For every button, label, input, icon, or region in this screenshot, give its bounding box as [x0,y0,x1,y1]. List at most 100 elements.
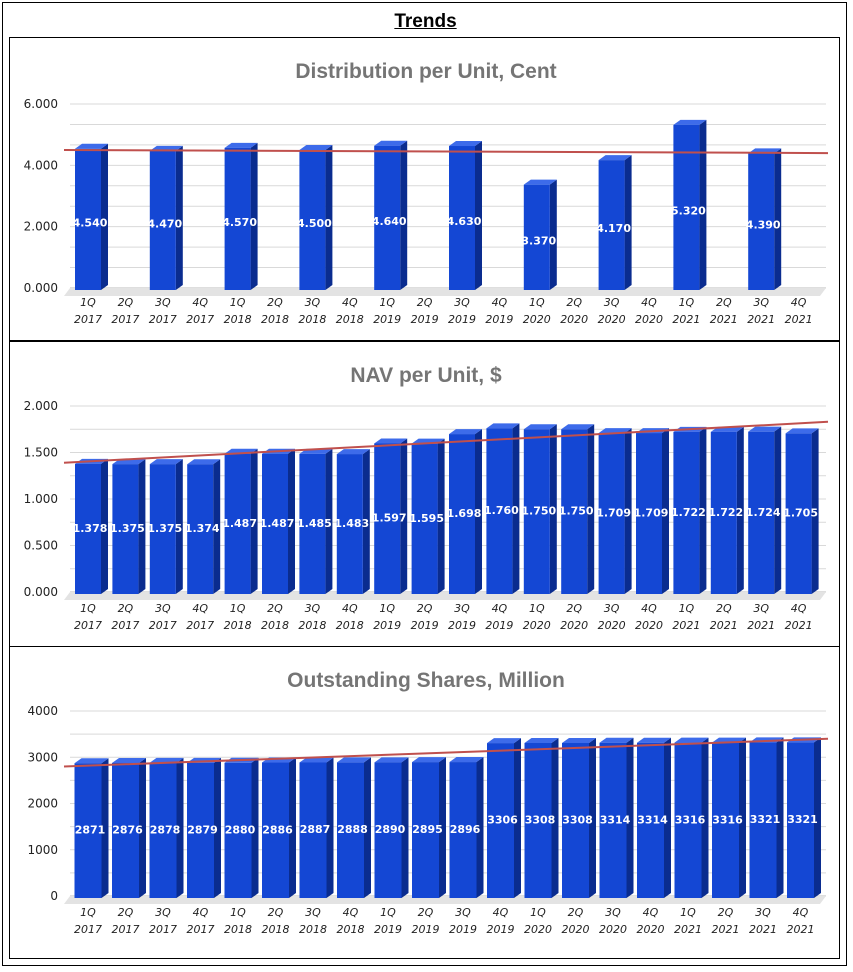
x-tick-year: 2017 [186,619,214,632]
x-tick-quarter: 1Q [679,602,695,615]
bar-top [75,143,108,149]
y-tick-label: 1000 [27,843,58,857]
bar-side [514,738,521,898]
data-label: 3308 [525,814,556,827]
x-tick-year: 2019 [411,619,439,632]
x-tick-year: 2021 [785,619,813,632]
data-label: 2878 [150,823,181,836]
bar [748,426,782,594]
x-tick-quarter: 1Q [80,602,96,615]
x-tick-year: 2019 [485,313,513,326]
bar-side [739,737,746,898]
x-tick-year: 2018 [336,313,364,326]
x-tick-year: 2018 [299,923,327,936]
x-tick-year: 2018 [298,619,326,632]
bar-side [437,438,445,594]
x-tick-quarter: 3Q [305,602,321,615]
x-tick-quarter: 4Q [192,296,208,309]
x-tick-year: 2020 [560,313,588,326]
data-label: 1.722 [708,506,743,519]
trend-line [63,420,829,464]
data-label: 1.487 [260,517,295,530]
bar-front [712,742,739,898]
x-tick-year: 2019 [448,619,476,632]
bar-top [374,757,409,763]
bar-front [299,762,327,898]
page-title: Trends [394,11,457,32]
bar-top [449,141,482,147]
x-tick-quarter: 3Q [605,906,621,919]
x-tick-year: 2021 [787,923,815,936]
bar [486,423,520,594]
bar-top [449,757,484,763]
x-tick-quarter: 1Q [379,296,395,309]
bar-front [749,742,777,898]
x-tick-year: 2021 [747,619,775,632]
x-tick-quarter: 1Q [529,602,545,615]
x-tick-year: 2017 [111,313,139,326]
x-tick-year: 2021 [785,313,813,326]
bar-front [748,431,775,594]
bar-side [476,757,484,898]
y-tick-label: 3000 [27,750,58,764]
x-tick-year: 2020 [598,313,626,326]
bar-front [262,453,288,594]
x-tick-quarter: 2Q [566,296,582,309]
bar-top [673,119,707,125]
x-tick-year: 2020 [635,619,663,632]
x-tick-quarter: 4Q [193,906,209,919]
x-tick-quarter: 4Q [342,296,358,309]
x-tick-year: 2017 [149,619,177,632]
y-tick-label: 0.000 [24,281,58,295]
bar-side [139,757,146,898]
bar-top [336,449,370,455]
bar-side [326,757,334,898]
bar-front [262,762,289,898]
data-label: 1.705 [783,507,818,520]
data-label: 1.597 [372,512,407,525]
bar-front [412,762,439,898]
x-tick-quarter: 4Q [492,296,508,309]
x-tick-quarter: 2Q [566,602,582,615]
bar [149,757,184,898]
x-tick-year: 2018 [261,619,289,632]
x-tick-quarter: 1Q [680,906,696,919]
data-label: 1.485 [297,517,332,530]
data-label: 1.374 [185,522,220,535]
x-tick-quarter: 3Q [155,906,171,919]
bar [262,757,296,898]
data-label: 1.487 [222,517,257,530]
x-tick-year: 2019 [449,923,477,936]
y-tick-label: 2000 [27,797,58,811]
bar-front [299,453,326,594]
x-tick-year: 2021 [672,313,700,326]
x-tick-year: 2020 [560,619,588,632]
data-label: 4.630 [447,215,482,228]
x-tick-year: 2018 [224,619,252,632]
bar [561,424,595,594]
x-tick-year: 2017 [111,619,139,632]
bar-top [74,758,109,764]
bar [785,428,819,594]
bar-top [599,737,634,743]
bar-side [776,737,784,898]
x-tick-quarter: 3Q [155,296,171,309]
x-tick-year: 2017 [74,619,102,632]
data-label: 1.724 [746,506,781,519]
data-label: 2887 [300,823,331,836]
bar-front [374,443,401,594]
bar-front [224,147,251,290]
bar-side [699,426,707,594]
x-tick-year: 2021 [710,313,738,326]
x-tick-year: 2017 [149,313,177,326]
bar-front [112,464,139,594]
bar-side [512,423,520,594]
chart-floor [64,592,826,600]
bar-side [814,737,821,898]
x-tick-quarter: 4Q [492,602,508,615]
y-tick-label: 1.000 [24,492,58,506]
x-tick-quarter: 2Q [267,602,283,615]
bar-front [187,762,214,898]
data-label: 3321 [750,813,781,826]
bar-side [624,155,632,290]
